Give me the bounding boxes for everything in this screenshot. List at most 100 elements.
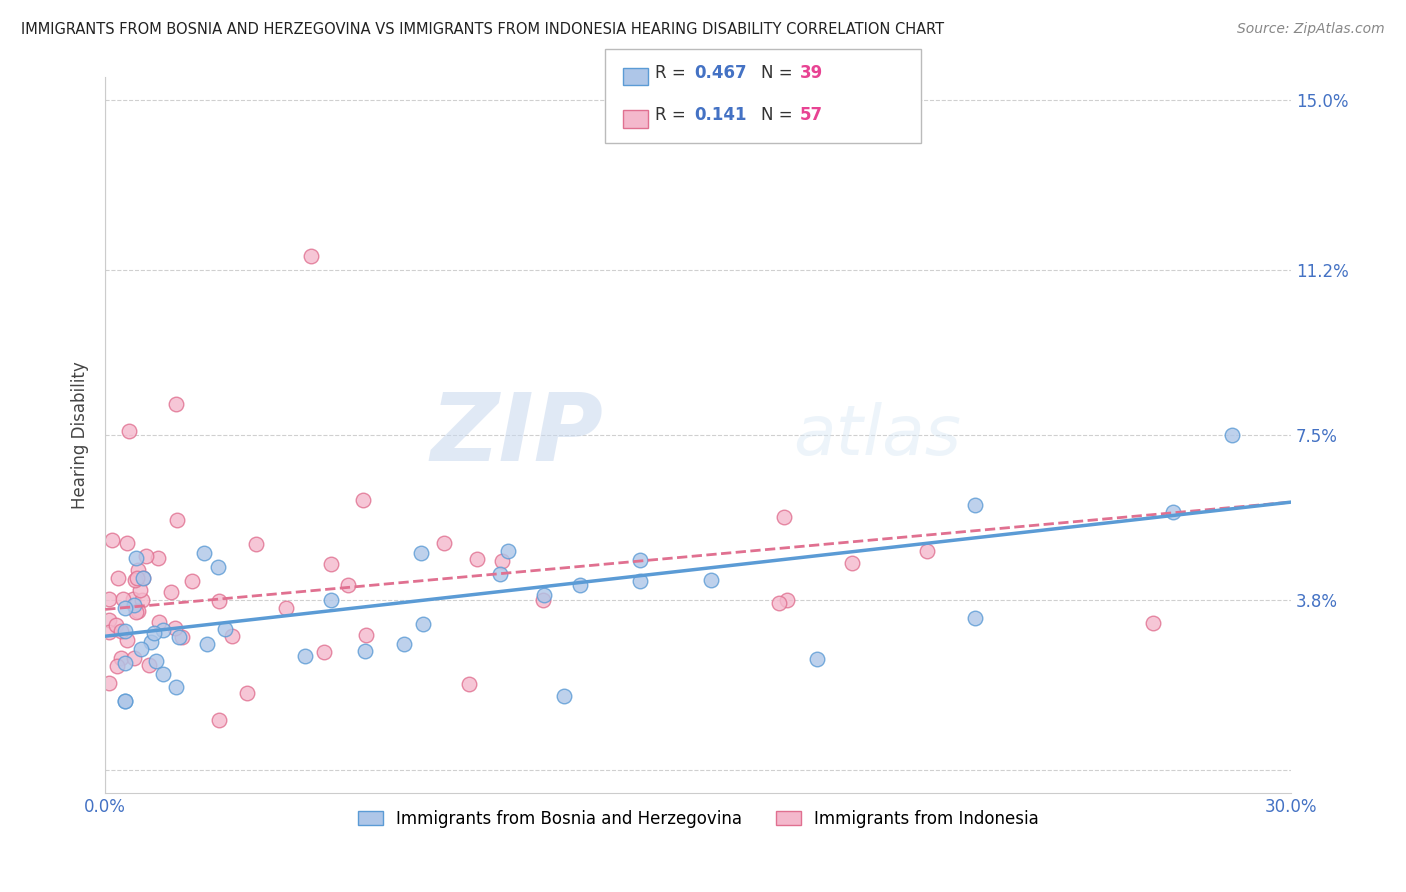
Point: [121, 592, 143, 607]
Point: [125, 605, 148, 619]
Point: [172, 630, 194, 644]
Point: [98, 676, 121, 690]
Point: [319, 557, 342, 571]
Point: [773, 509, 796, 524]
Point: [533, 588, 555, 602]
Text: 39: 39: [800, 64, 824, 82]
Text: R =: R =: [655, 64, 692, 82]
Point: [276, 601, 298, 615]
Point: [806, 651, 828, 665]
Point: [496, 544, 519, 558]
Point: [165, 680, 187, 694]
Point: [160, 585, 183, 599]
Point: [98, 592, 121, 607]
Point: [114, 656, 136, 670]
Point: [553, 689, 575, 703]
Text: N =: N =: [761, 106, 797, 124]
Point: [167, 630, 190, 644]
Point: [110, 624, 132, 638]
Point: [776, 593, 799, 607]
Point: [768, 596, 790, 610]
Point: [963, 498, 986, 512]
Point: [105, 618, 128, 632]
Point: [131, 592, 153, 607]
Point: [129, 583, 152, 598]
Legend: Immigrants from Bosnia and Herzegovina, Immigrants from Indonesia: Immigrants from Bosnia and Herzegovina, …: [352, 803, 1045, 834]
Point: [105, 659, 128, 673]
Point: [114, 694, 136, 708]
Point: [299, 249, 322, 263]
Point: [195, 637, 218, 651]
Point: [354, 628, 377, 642]
Text: ZIP: ZIP: [430, 389, 603, 481]
Point: [118, 424, 141, 438]
Text: R =: R =: [655, 106, 692, 124]
Text: N =: N =: [761, 64, 797, 82]
Point: [531, 592, 554, 607]
Point: [117, 536, 139, 550]
Point: [392, 637, 415, 651]
Point: [148, 615, 170, 630]
Point: [101, 533, 124, 548]
Text: atlas: atlas: [793, 401, 962, 468]
Point: [98, 614, 121, 628]
Point: [112, 591, 135, 606]
Point: [142, 625, 165, 640]
Point: [146, 551, 169, 566]
Point: [114, 600, 136, 615]
Point: [214, 623, 236, 637]
Point: [127, 604, 149, 618]
Point: [145, 654, 167, 668]
Point: [700, 573, 723, 587]
Point: [236, 686, 259, 700]
Point: [354, 643, 377, 657]
Point: [129, 641, 152, 656]
Point: [1142, 615, 1164, 630]
Point: [138, 657, 160, 672]
Point: [321, 592, 343, 607]
Point: [180, 574, 202, 589]
Point: [568, 578, 591, 592]
Point: [457, 676, 479, 690]
Point: [208, 594, 231, 608]
Point: [132, 571, 155, 585]
Point: [963, 611, 986, 625]
Point: [433, 536, 456, 550]
Point: [110, 651, 132, 665]
Point: [628, 553, 651, 567]
Point: [152, 623, 174, 637]
Point: [245, 537, 267, 551]
Point: [336, 577, 359, 591]
Point: [115, 633, 138, 648]
Point: [122, 598, 145, 612]
Point: [628, 574, 651, 588]
Text: 0.141: 0.141: [695, 106, 747, 124]
Point: [352, 493, 374, 508]
Point: [127, 563, 149, 577]
Point: [221, 629, 243, 643]
Point: [131, 571, 153, 585]
Point: [491, 554, 513, 568]
Point: [915, 543, 938, 558]
Point: [114, 694, 136, 708]
Point: [841, 556, 863, 570]
Text: Source: ZipAtlas.com: Source: ZipAtlas.com: [1237, 22, 1385, 37]
Point: [107, 571, 129, 585]
Point: [152, 667, 174, 681]
Point: [98, 624, 121, 639]
Point: [165, 397, 187, 411]
Point: [312, 645, 335, 659]
Point: [122, 651, 145, 665]
Point: [163, 621, 186, 635]
Point: [166, 513, 188, 527]
Y-axis label: Hearing Disability: Hearing Disability: [72, 361, 89, 509]
Point: [208, 713, 231, 727]
Point: [1161, 505, 1184, 519]
Point: [465, 551, 488, 566]
Point: [207, 560, 229, 574]
Point: [127, 571, 149, 585]
Text: 0.467: 0.467: [695, 64, 747, 82]
Point: [412, 616, 434, 631]
Point: [114, 624, 136, 638]
Point: [409, 546, 432, 560]
